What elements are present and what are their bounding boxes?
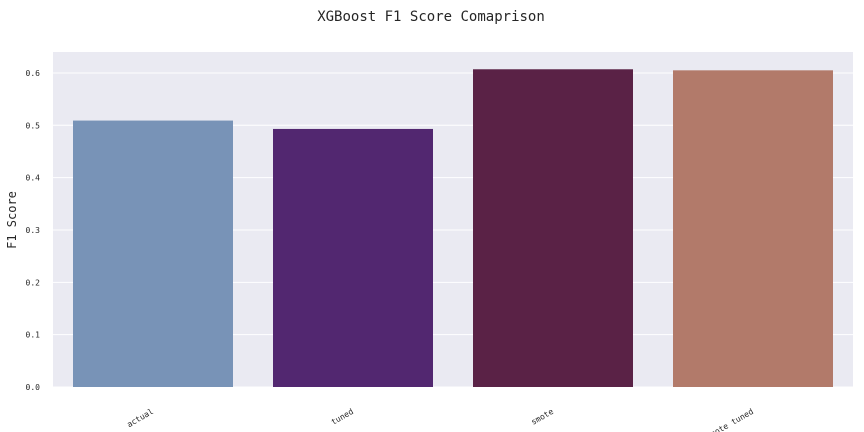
bars — [73, 69, 833, 387]
chart-title: XGBoost F1 Score Comaprison — [317, 9, 545, 25]
y-tick-label: 0.1 — [26, 331, 41, 340]
bar-tuned — [273, 128, 433, 387]
y-tick-labels: 0.0 0.1 0.2 0.3 0.4 0.5 0.6 — [26, 69, 41, 392]
y-tick-label: 0.0 — [26, 383, 41, 392]
y-tick-label: 0.5 — [26, 121, 41, 130]
x-tick-label: smote — [530, 407, 556, 427]
y-tick-label: 0.2 — [26, 278, 41, 287]
y-tick-label: 0.6 — [26, 69, 41, 78]
x-tick-label: actual — [125, 407, 155, 429]
bar-smote-tuned — [673, 70, 833, 387]
bar-actual — [73, 120, 233, 387]
x-tick-labels: actual tuned smote smote tuned — [125, 407, 755, 432]
x-tick-label: tuned — [330, 407, 356, 427]
x-tick-label: smote tuned — [705, 407, 756, 432]
y-axis-label: F1 Score — [5, 191, 19, 249]
bar-smote — [473, 69, 633, 387]
y-tick-label: 0.3 — [26, 226, 41, 235]
y-tick-label: 0.4 — [26, 174, 41, 183]
